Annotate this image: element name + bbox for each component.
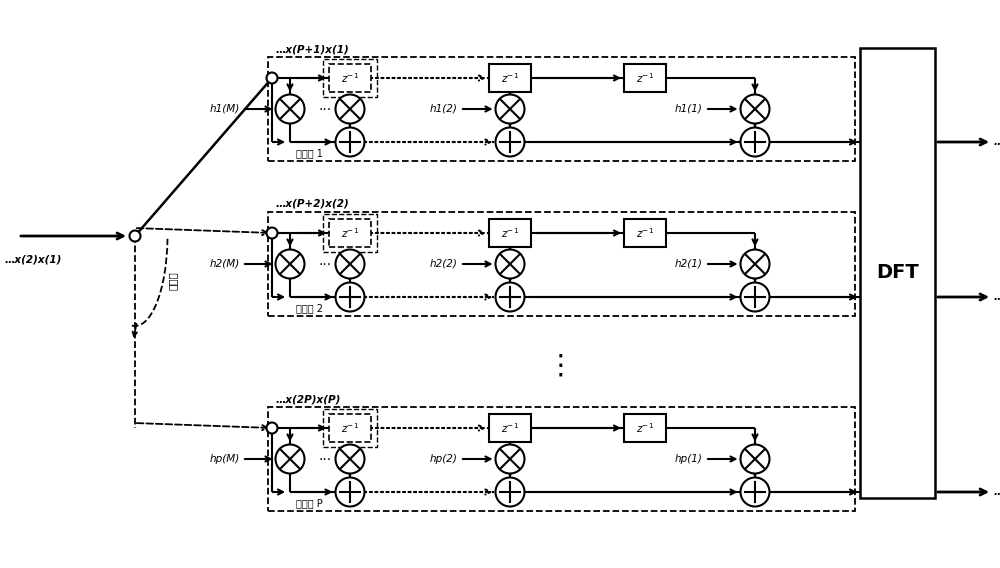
Text: 子滤波 P: 子滤波 P [296,498,323,508]
Text: $z^{-1}$: $z^{-1}$ [341,421,359,435]
Text: $z^{-1}$: $z^{-1}$ [636,226,654,240]
Circle shape [266,423,278,433]
Text: $z^{-1}$: $z^{-1}$ [501,71,519,85]
Circle shape [740,94,770,123]
Text: ⋮: ⋮ [546,352,574,379]
Text: …x(2P)x(P): …x(2P)x(P) [276,394,341,404]
Text: $z^{-1}$: $z^{-1}$ [341,226,359,240]
Circle shape [266,73,278,83]
Text: 子滤波 2: 子滤波 2 [296,303,323,313]
Text: hp(2): hp(2) [430,454,458,464]
Circle shape [276,249,305,278]
Circle shape [276,445,305,474]
Text: …X(1): …X(1) [994,137,1000,147]
Text: …X(2): …X(2) [994,292,1000,302]
Bar [489,414,531,442]
Text: hp(1): hp(1) [675,454,703,464]
Bar [860,48,935,498]
Circle shape [495,127,524,157]
Circle shape [266,228,278,239]
Text: ...: ... [318,449,332,463]
Text: …X(P): …X(P) [994,487,1000,497]
Circle shape [495,249,524,278]
Text: $z^{-1}$: $z^{-1}$ [501,226,519,240]
Text: $z^{-1}$: $z^{-1}$ [501,421,519,435]
Circle shape [740,249,770,278]
FancyBboxPatch shape [323,409,377,447]
Circle shape [495,94,524,123]
FancyBboxPatch shape [323,59,377,97]
FancyBboxPatch shape [268,407,855,511]
Circle shape [130,231,140,241]
Circle shape [336,478,364,507]
Circle shape [336,94,364,123]
Text: hp(M): hp(M) [210,454,240,464]
Bar [624,414,666,442]
Text: ...: ... [318,254,332,268]
Text: …x(P+1)x(1): …x(P+1)x(1) [276,44,350,54]
Text: DFT: DFT [876,264,919,282]
Text: h1(M): h1(M) [210,104,240,114]
Circle shape [740,445,770,474]
Circle shape [276,94,305,123]
Circle shape [336,445,364,474]
FancyBboxPatch shape [268,57,855,161]
Text: h2(2): h2(2) [430,259,458,269]
Circle shape [740,127,770,157]
Circle shape [740,478,770,507]
Bar [329,64,371,92]
Bar [624,219,666,247]
Circle shape [495,445,524,474]
Text: …x(2)x(1): …x(2)x(1) [5,254,62,264]
Text: h1(1): h1(1) [675,104,703,114]
Bar [489,219,531,247]
Bar [624,64,666,92]
Text: …x(P+2)x(2): …x(P+2)x(2) [276,199,350,209]
Circle shape [336,282,364,311]
Circle shape [336,249,364,278]
Circle shape [740,282,770,311]
Text: $z^{-1}$: $z^{-1}$ [341,71,359,85]
Text: 子滤波 1: 子滤波 1 [296,148,323,158]
Circle shape [495,478,524,507]
Text: ...: ... [318,99,332,113]
Text: $z^{-1}$: $z^{-1}$ [636,421,654,435]
Bar [329,414,371,442]
FancyBboxPatch shape [268,212,855,316]
Text: h1(2): h1(2) [430,104,458,114]
Text: 接合器: 接合器 [168,272,178,290]
Text: h2(1): h2(1) [675,259,703,269]
Circle shape [495,282,524,311]
Text: $z^{-1}$: $z^{-1}$ [636,71,654,85]
Circle shape [336,127,364,157]
Bar [489,64,531,92]
Bar [329,219,371,247]
FancyBboxPatch shape [323,214,377,252]
Text: h2(M): h2(M) [210,259,240,269]
